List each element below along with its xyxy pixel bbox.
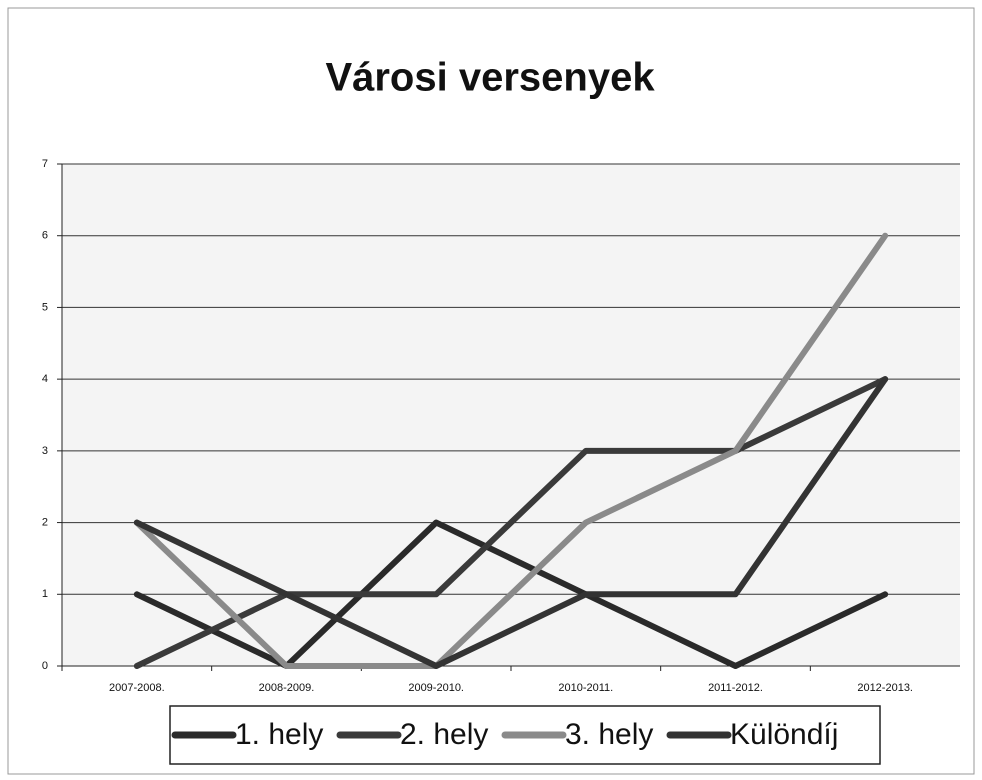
x-tick-label: 2009-2010.	[408, 682, 464, 694]
x-tick-label: 2008-2009.	[259, 682, 315, 694]
chart-title: Városi versenyek	[325, 56, 655, 100]
legend-label: Különdíj	[730, 718, 838, 751]
y-tick-label: 7	[42, 158, 48, 170]
series-line	[133, 376, 889, 669]
series-line	[133, 232, 889, 669]
y-tick-label: 2	[42, 516, 48, 528]
y-tick-label: 5	[42, 301, 48, 313]
y-tick-label: 6	[42, 230, 48, 242]
series-line	[133, 376, 889, 669]
legend-label: 1. hely	[235, 718, 323, 751]
legend-label: 3. hely	[565, 718, 653, 751]
x-tick-label: 2010-2011.	[558, 682, 613, 694]
y-tick-label: 3	[42, 445, 48, 457]
x-tick-label: 2011-2012.	[708, 682, 763, 694]
x-tick-label: 2007-2008.	[109, 682, 165, 694]
y-tick-label: 0	[42, 660, 48, 672]
x-tick-label: 2012-2013.	[857, 682, 913, 694]
legend-label: 2. hely	[400, 718, 488, 751]
y-tick-label: 1	[42, 588, 48, 600]
series-line	[133, 519, 889, 669]
y-tick-label: 4	[42, 373, 48, 385]
